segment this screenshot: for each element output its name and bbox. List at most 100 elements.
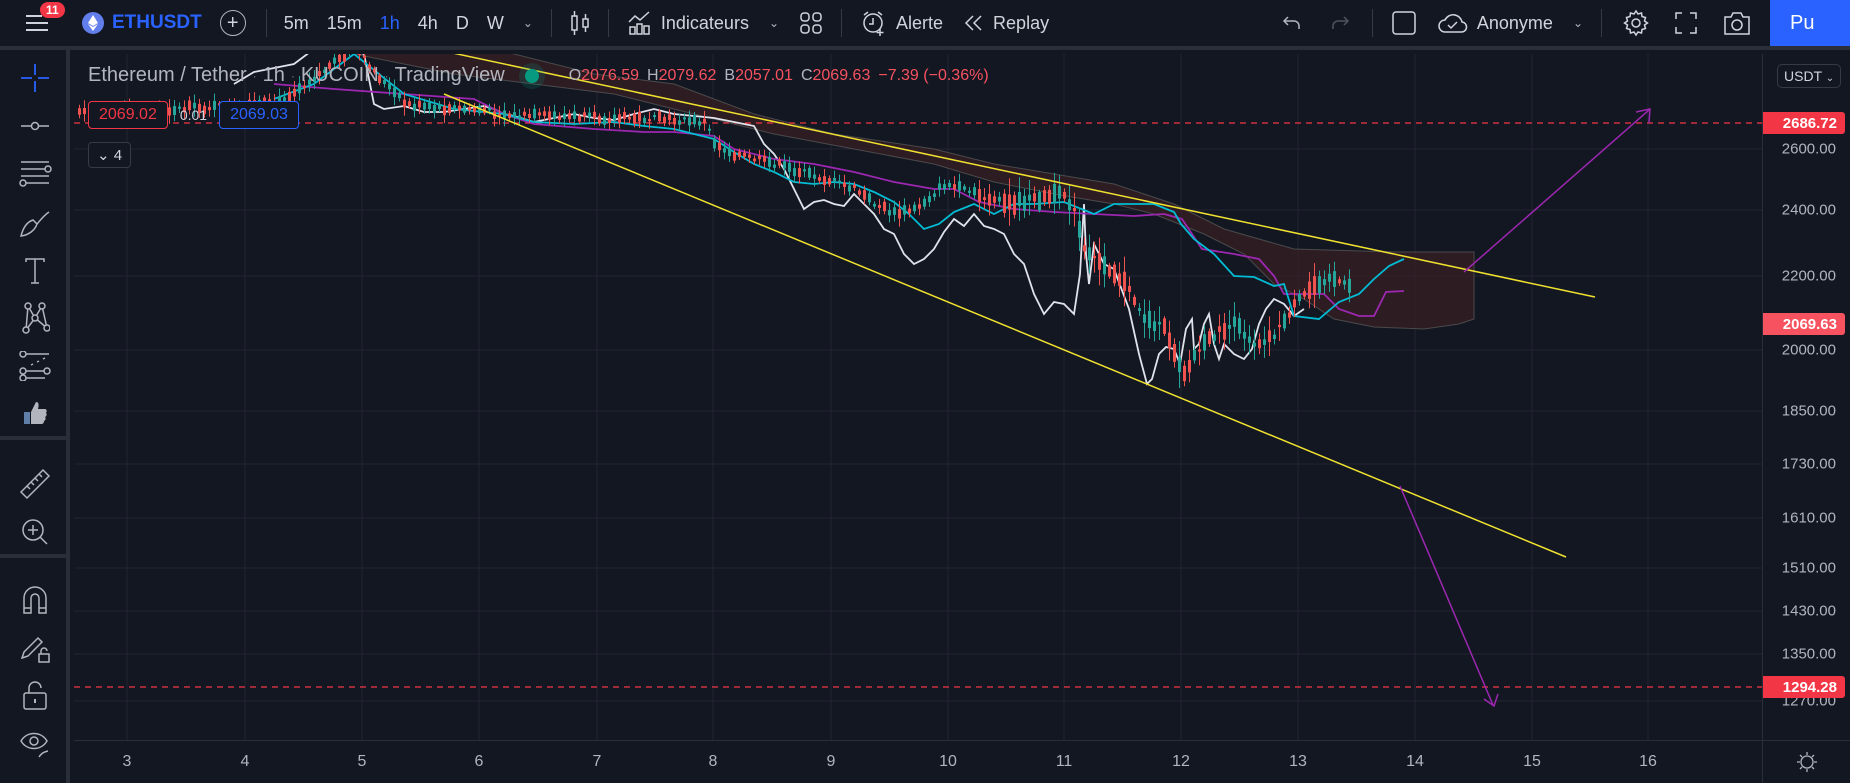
bearish-projection-arrow (1399, 485, 1499, 708)
alarm-clock-icon (863, 11, 884, 36)
chevron-down-icon: ⌄ (1825, 73, 1835, 84)
pattern-tool[interactable] (17, 300, 53, 336)
rewind-icon (964, 15, 982, 31)
magnet-tool[interactable] (17, 582, 53, 618)
replay-label: Replay (993, 12, 1050, 33)
prediction-tool[interactable] (17, 348, 53, 384)
interval-15m[interactable]: 15m (326, 12, 362, 33)
divider (265, 9, 267, 37)
fullscreen-button[interactable] (1662, 0, 1710, 46)
brush-tool[interactable] (17, 205, 53, 241)
lock-all-tool[interactable] (17, 678, 53, 714)
time-tick: 12 (1172, 753, 1190, 770)
fullscreen-chart-toggle[interactable] (1381, 0, 1427, 46)
crosshair-icon (21, 64, 49, 92)
screenshot-button[interactable] (1710, 0, 1764, 46)
favorites-tool[interactable] (17, 395, 53, 431)
time-tick: 10 (939, 753, 957, 770)
interval-1h[interactable]: 1h (379, 12, 400, 33)
top-toolbar: 11 ETHUSDT + 5m 15m 1h 4h D W ⌄ Indicate… (0, 0, 1850, 50)
interval-W[interactable]: W (486, 12, 504, 33)
account-dropdown-chevron-down-icon[interactable]: ⌄ (1572, 16, 1583, 30)
spread-value: 0.01 (179, 107, 208, 123)
currency-selector[interactable]: USDT ⌄ (1777, 64, 1842, 88)
replay-button[interactable]: Replay (953, 0, 1059, 46)
legend-interval: 1h (262, 64, 285, 86)
chevron-down-icon: ⌄ (97, 147, 110, 164)
save-layout-button[interactable]: Anonyme (1427, 0, 1563, 46)
indicators-label: Indicateurs (660, 12, 749, 33)
cloud-check-icon (1438, 14, 1468, 33)
settings-button[interactable] (1610, 0, 1662, 46)
undo-icon (1282, 16, 1300, 29)
indicators-collapse-toggle[interactable]: ⌄ 4 (88, 142, 132, 168)
interval-D[interactable]: D (455, 12, 469, 33)
market-open-status-icon (524, 68, 539, 83)
drawing-toolbar (0, 50, 70, 783)
open-value: 2076.59 (581, 66, 640, 84)
high-value: 2079.62 (658, 66, 717, 84)
fib-retracement-tool[interactable] (17, 156, 53, 192)
time-tick: 6 (474, 753, 484, 770)
divider (607, 9, 609, 37)
time-axis[interactable]: 3 4 5 6 7 8 9 10 11 12 13 14 15 16 (74, 740, 1762, 783)
text-tool[interactable] (17, 253, 53, 289)
camera-icon (1724, 12, 1750, 35)
redo-button[interactable] (1316, 0, 1364, 46)
time-tick: 4 (240, 753, 250, 770)
divider (550, 9, 552, 37)
zoom-in-tool[interactable] (17, 514, 53, 550)
undo-button[interactable] (1268, 0, 1316, 46)
interval-4h[interactable]: 4h (417, 12, 438, 33)
low-value: 2057.01 (735, 66, 793, 84)
chart-canvas[interactable]: Ethereum / Tether · 1h · KUCOIN · Tradin… (74, 54, 1762, 740)
divider (1371, 9, 1373, 37)
redo-icon (1332, 16, 1349, 29)
time-tick: 7 (592, 753, 602, 770)
square-icon (1392, 11, 1416, 35)
time-tick: 11 (1055, 753, 1073, 770)
horizontal-line-tool[interactable] (17, 108, 53, 144)
chart-settings-corner[interactable] (1762, 740, 1850, 783)
time-tick: 8 (708, 753, 718, 770)
legend-exchange: KUCOIN (300, 64, 379, 86)
chart-drawing (74, 54, 1762, 740)
resistance-price-label: 2686.72 (1763, 112, 1845, 134)
main-menu-button[interactable]: 11 (14, 0, 65, 46)
compare-symbol-button[interactable]: + (219, 10, 246, 36)
grid (74, 54, 1762, 740)
lower-trendline (443, 93, 1567, 558)
ruler-tool[interactable] (17, 466, 53, 502)
hamburger-icon (26, 15, 48, 31)
alert-button[interactable]: Alerte (850, 0, 953, 46)
divider (1601, 9, 1602, 37)
indicators-button[interactable]: Indicateurs (617, 0, 759, 46)
account-label: Anonyme (1476, 12, 1553, 33)
upper-trendline (453, 54, 1596, 298)
buy-button[interactable]: 2069.03 (219, 101, 299, 129)
sell-button[interactable]: 2069.02 (88, 101, 168, 129)
eye-icon (20, 732, 49, 758)
price-axis[interactable]: USDT ⌄ 2600.00 2400.00 2200.00 2000.00 1850.… (1762, 54, 1850, 740)
lock-drawings-tool[interactable] (17, 630, 53, 666)
time-tick: 5 (357, 753, 367, 770)
divider (0, 436, 70, 440)
interval-dropdown-chevron-down-icon[interactable]: ⌄ (522, 16, 533, 30)
chart-type-button[interactable] (560, 0, 600, 46)
hide-drawings-tool[interactable] (17, 726, 53, 762)
prediction-icon (19, 351, 51, 381)
price-tick: 1350.00 (1781, 645, 1836, 663)
indicators-dropdown-chevron-down-icon[interactable]: ⌄ (768, 16, 780, 30)
layouts-button[interactable] (789, 0, 833, 46)
kijun-sen-line (273, 83, 1405, 317)
price-tick: 1730.00 (1781, 455, 1836, 473)
indicators-icon (628, 11, 650, 35)
interval-5m[interactable]: 5m (283, 12, 309, 33)
crosshair-tool[interactable] (17, 60, 53, 96)
price-tick: 1510.00 (1781, 559, 1836, 577)
time-tick: 9 (826, 753, 836, 770)
publish-button[interactable]: Pu (1770, 0, 1850, 46)
price-tick: 1610.00 (1781, 509, 1836, 527)
symbol-search-button[interactable]: ETHUSDT (82, 0, 202, 46)
fullscreen-icon (1675, 12, 1697, 34)
